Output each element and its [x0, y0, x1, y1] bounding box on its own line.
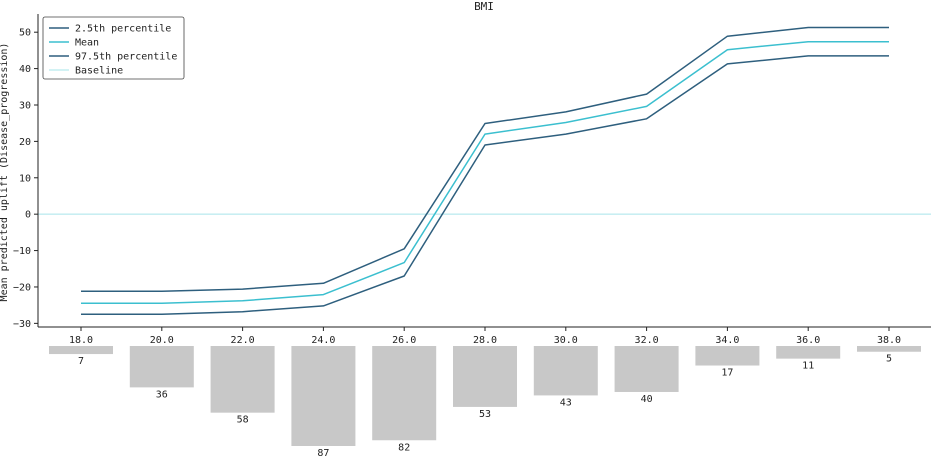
- y-tick-label: 10: [19, 173, 31, 184]
- legend-label: 97.5th percentile: [75, 52, 177, 63]
- y-tick-label: 30: [19, 100, 31, 111]
- x-tick-label: 38.0: [877, 335, 901, 346]
- histogram-bar: [372, 346, 437, 441]
- y-tick-label: 0: [25, 210, 31, 221]
- histogram-bar: [129, 346, 194, 388]
- y-tick-label: 40: [19, 64, 31, 75]
- series-line-0: [81, 55, 889, 316]
- legend-label: Baseline: [75, 66, 123, 77]
- x-tick-label: 20.0: [150, 335, 174, 346]
- histogram-bar: [776, 346, 841, 359]
- legend-label: 2.5th percentile: [75, 24, 171, 35]
- x-tick-label: 28.0: [473, 335, 497, 346]
- histogram-count-label: 53: [479, 409, 491, 420]
- series-line-1: [81, 40, 889, 305]
- x-tick-label: 34.0: [715, 335, 739, 346]
- x-tick-label: 32.0: [635, 335, 659, 346]
- histogram-bar: [291, 346, 356, 446]
- histogram-bar: [533, 346, 598, 396]
- y-tick-label: −10: [13, 246, 31, 257]
- y-tick-label: −20: [13, 282, 31, 293]
- histogram-bar: [614, 346, 679, 392]
- histogram-count-label: 87: [317, 448, 329, 456]
- x-tick-label: 18.0: [69, 335, 93, 346]
- x-tick-label: 26.0: [392, 335, 416, 346]
- y-axis-title: Mean predicted uplift (Disease_progressi…: [0, 43, 10, 302]
- legend-box: [42, 16, 185, 80]
- y-tick-label: 20: [19, 137, 31, 148]
- histogram-count-label: 43: [560, 397, 572, 408]
- y-tick-label: −30: [13, 319, 31, 330]
- histogram-bar: [49, 346, 113, 355]
- legend: 2.5th percentile Mean 97.5th percentile Bas…: [42, 16, 185, 80]
- histogram-bar: [210, 346, 275, 413]
- histogram-count-label: 36: [156, 389, 168, 400]
- x-tick-label: 30.0: [554, 335, 578, 346]
- axes: −30 −20 −10 0 10 20 30 40 50 18.0 20.0 22.0 24.0 26.0…: [13, 14, 931, 346]
- legend-label: Mean: [75, 38, 99, 49]
- histogram-count-label: 82: [398, 442, 410, 453]
- histogram-count-label: 7: [78, 356, 84, 367]
- histogram-count-label: 11: [802, 361, 814, 372]
- histogram-bar: [695, 346, 760, 366]
- chart-title: BMI: [474, 0, 494, 13]
- histogram-count-label: 58: [237, 415, 249, 426]
- histogram-count-label: 40: [641, 394, 653, 405]
- histogram: 7 36 58 87 82 53 43 40 17 11 5: [49, 346, 921, 456]
- histogram-count-label: 17: [721, 368, 733, 379]
- histogram-bar: [453, 346, 517, 407]
- series-lines: [81, 26, 889, 316]
- x-tick-label: 36.0: [796, 335, 820, 346]
- x-tick-label: 24.0: [311, 335, 335, 346]
- y-tick-label: 50: [19, 28, 31, 39]
- histogram-bar: [857, 346, 921, 352]
- histogram-count-label: 5: [886, 354, 892, 365]
- x-tick-label: 22.0: [231, 335, 255, 346]
- series-line-2: [81, 26, 889, 293]
